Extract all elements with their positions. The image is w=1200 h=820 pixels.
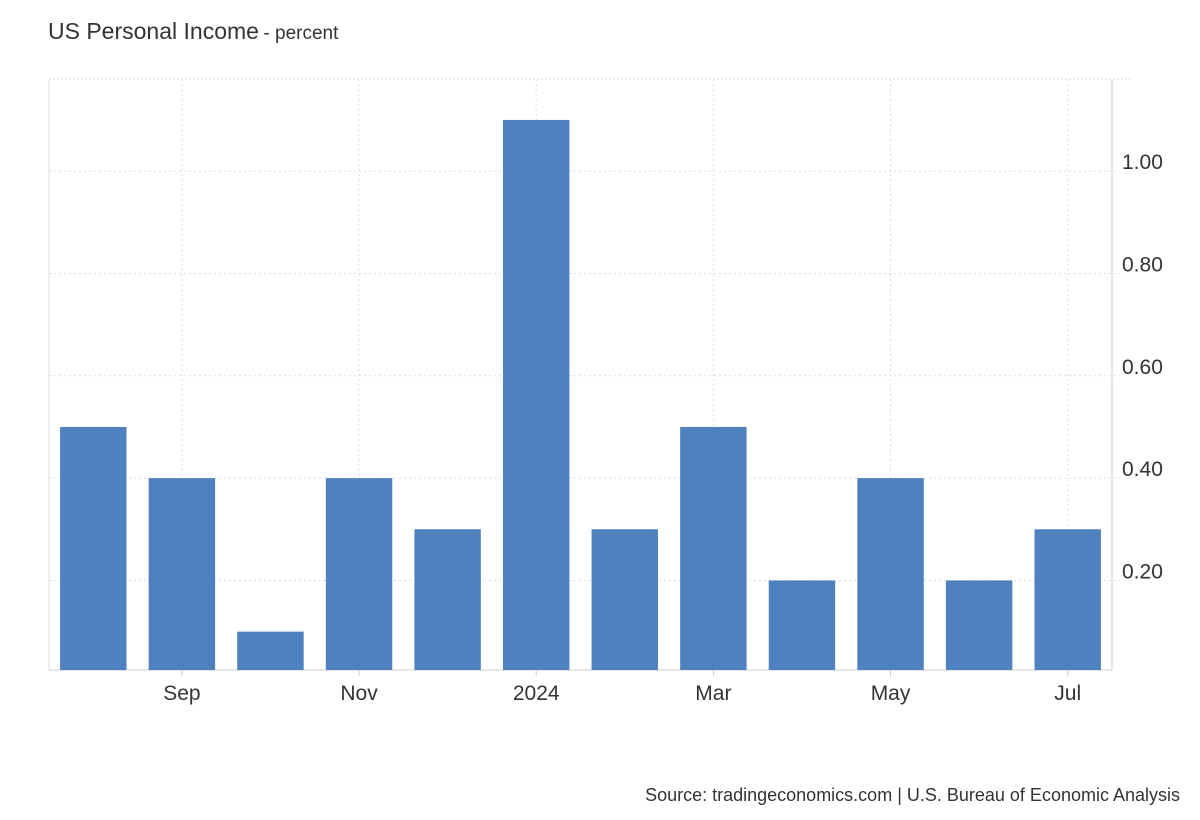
bar [502,119,570,671]
y-tick-label: 0.80 [1122,253,1163,276]
x-tick-label: Mar [695,682,731,705]
bar [1034,529,1101,670]
x-tick-label: Jul [1054,682,1081,705]
x-axis-ticks: Sep Nov 2024 Mar May Jul [163,682,1081,705]
y-tick-label: 1.00 [1122,151,1163,174]
bar [680,426,747,670]
y-axis-ticks: 0.20 0.40 0.60 0.80 1.00 [1122,151,1163,583]
bar [148,478,216,670]
bar [768,580,836,670]
chart-title-row: US Personal Income - percent [48,18,338,45]
x-tick-label: Sep [163,682,200,705]
bar [945,580,1013,670]
bar [414,529,481,670]
bars [60,119,1101,671]
x-tick-label: May [871,682,911,705]
x-tick-label: 2024 [513,682,560,705]
bar [237,631,304,670]
x-tick-label: Nov [340,682,378,705]
source-attribution: Source: tradingeconomics.com | U.S. Bure… [645,785,1180,805]
y-tick-label: 0.20 [1122,560,1163,583]
y-tick-label: 0.60 [1122,356,1163,379]
chart-subtitle: - percent [263,23,339,44]
bar [325,478,393,670]
bar-chart: Sep Nov 2024 Mar May Jul 0.20 0.40 0.60 0.80 1.00 [48,78,1163,705]
bar [591,529,659,670]
chart-title: US Personal Income [48,18,259,44]
bar [857,478,924,670]
bar [60,426,127,670]
y-tick-label: 0.40 [1122,458,1163,481]
